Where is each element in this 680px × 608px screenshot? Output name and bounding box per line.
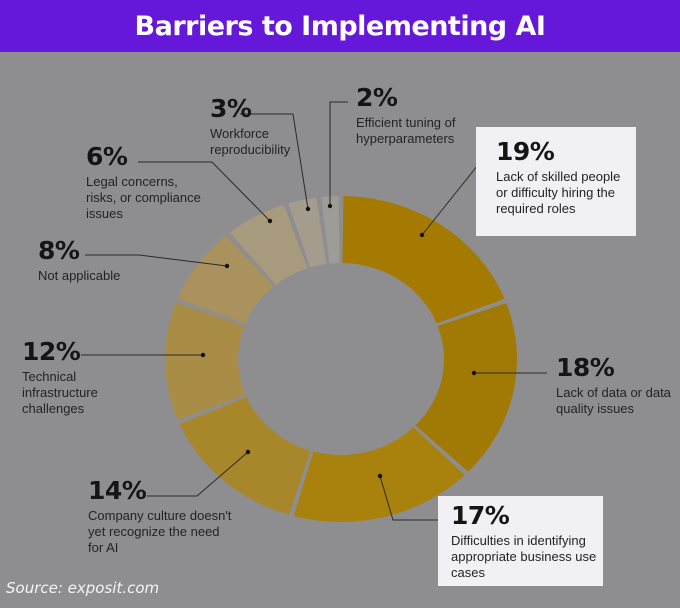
slice-label-18: 18% Lack of data or data quality issues <box>556 354 671 417</box>
slice-pct-6: 6% <box>86 142 128 171</box>
slice-pct-19: 19% <box>496 137 555 166</box>
leader-line-2 <box>329 101 348 206</box>
chart-title: Barriers to Implementing AI <box>134 10 546 42</box>
leader-line-17 <box>379 475 438 521</box>
donut-slice-19 <box>342 196 505 324</box>
slice-label-14: 14% Company culture doesn't yet recogniz… <box>88 477 238 556</box>
slice-pct-17: 17% <box>451 501 510 530</box>
highlight-box-19 <box>476 127 636 236</box>
donut-slice-14 <box>179 397 311 515</box>
slice-desc-14: Company culture doesn't yet recognize th… <box>88 508 232 555</box>
donut-slice-8 <box>177 235 274 324</box>
slice-label-2: 2% Efficient tuning of hyperparameters <box>356 84 468 147</box>
slice-desc-17: Difficulties in identifying appropriate … <box>451 533 597 580</box>
leader-dots <box>200 203 477 479</box>
leader-line-3 <box>240 113 309 210</box>
source-credit: Source: exposit.com <box>6 579 160 597</box>
slice-label-6: 6% Legal concerns, risks, or compliance … <box>86 143 204 222</box>
donut-slice-3 <box>288 197 327 268</box>
slice-pct-18: 18% <box>556 353 615 382</box>
slice-desc-8: Not applicable <box>38 268 121 283</box>
donut-slice-18 <box>415 302 517 472</box>
slice-desc-12: Technical infrastructure challenges <box>22 369 98 416</box>
slice-desc-18: Lack of data or data quality issues <box>556 385 671 416</box>
donut-slice-2 <box>321 196 340 264</box>
slice-pct-8: 8% <box>38 236 80 265</box>
title-banner: Barriers to Implementing AI <box>0 0 680 52</box>
highlight-box-17 <box>438 496 603 586</box>
leader-line-14 <box>147 451 249 497</box>
slice-pct-14: 14% <box>88 476 147 505</box>
slice-pct-2: 2% <box>356 83 398 112</box>
slice-desc-3: Workforce reproducibility <box>210 126 291 157</box>
slice-label-17: 17% Difficulties in identifying appropri… <box>451 502 599 581</box>
slice-label-8: 8% Not applicable <box>38 237 158 284</box>
donut-slices <box>165 196 517 522</box>
slice-label-19: 19% Lack of skilled people or difficulty… <box>496 138 631 217</box>
slice-desc-19: Lack of skilled people or difficulty hir… <box>496 169 621 216</box>
leader-line-6 <box>138 161 271 222</box>
donut-slice-6 <box>229 204 308 285</box>
slice-label-3: 3% Workforce reproducibility <box>210 95 295 158</box>
donut-slice-12 <box>165 302 246 420</box>
slice-pct-3: 3% <box>210 94 252 123</box>
slice-pct-12: 12% <box>22 337 81 366</box>
slice-desc-6: Legal concerns, risks, or compliance iss… <box>86 174 201 221</box>
slice-label-12: 12% Technical infrastructure challenges <box>22 338 112 417</box>
slice-desc-2: Efficient tuning of hyperparameters <box>356 115 456 146</box>
leader-line-8 <box>85 254 228 267</box>
